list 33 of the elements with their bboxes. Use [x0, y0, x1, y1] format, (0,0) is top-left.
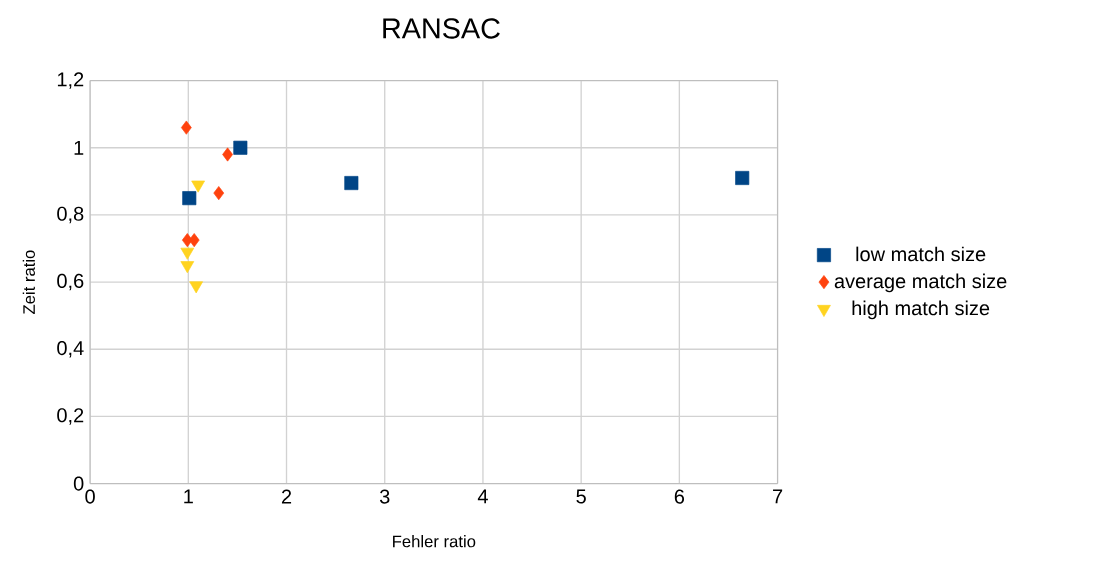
- y-tick-label: 1: [74, 141, 84, 155]
- y-tick-label: 0,8: [57, 206, 84, 224]
- y-tick-label: 1,2: [57, 72, 84, 90]
- point: [189, 281, 203, 294]
- y-tick-label: 0,2: [57, 408, 84, 425]
- point: [213, 186, 225, 201]
- point: [180, 247, 195, 260]
- y-tick-label: 0,4: [57, 341, 84, 358]
- x-tick-label: 7: [773, 489, 783, 504]
- y-axis-title: Zeit ratio: [22, 250, 35, 315]
- x-tick-label: 2: [281, 489, 292, 504]
- point: [222, 147, 233, 162]
- point: [233, 140, 248, 155]
- x-tick-label: 3: [379, 489, 390, 504]
- chart-title: RANSAC: [383, 18, 500, 39]
- point: [182, 191, 197, 206]
- point: [181, 120, 192, 135]
- x-tick-label: 4: [477, 489, 488, 504]
- point: [180, 261, 195, 274]
- x-tick-label: 0: [85, 489, 95, 504]
- point: [344, 176, 359, 191]
- legend-label: low match size: [856, 246, 986, 262]
- point: [188, 233, 200, 248]
- x-tick-label: 6: [674, 489, 685, 504]
- x-tick-label: 5: [576, 489, 586, 504]
- point: [191, 180, 205, 193]
- x-axis-title: Fehler ratio: [393, 535, 476, 548]
- point: [735, 171, 750, 186]
- legend-label: average match size: [834, 273, 1007, 293]
- legend-label: high match size: [852, 300, 990, 320]
- y-tick-label: 0,6: [57, 274, 84, 291]
- x-tick-label: 1: [184, 489, 193, 504]
- y-tick-label: 0: [73, 476, 84, 491]
